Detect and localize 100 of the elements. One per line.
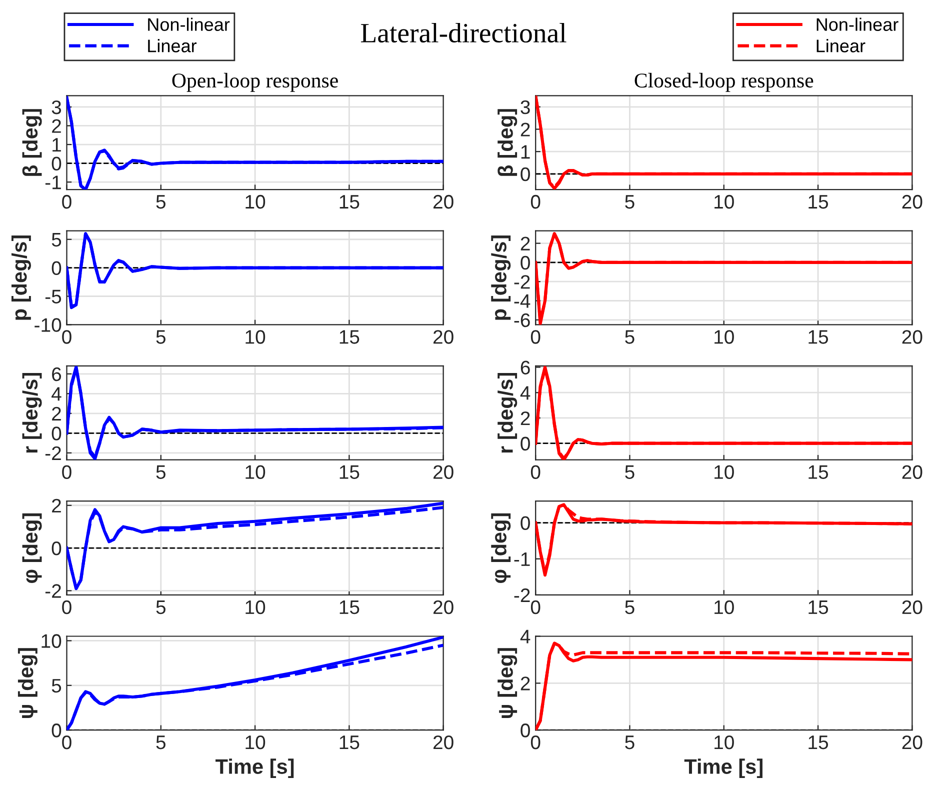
x-tick-label: 20 bbox=[902, 735, 922, 750]
x-tick-label: 20 bbox=[902, 194, 922, 209]
x-tick-label: 15 bbox=[808, 736, 828, 750]
x-tick-label: 0 bbox=[530, 735, 540, 750]
y-axis-title: r [deg/s] bbox=[498, 372, 518, 453]
y-tick-label: -2 bbox=[45, 446, 61, 460]
y-axis-title: p [deg/s] bbox=[491, 236, 511, 320]
y-tick-label: 1 bbox=[521, 145, 530, 159]
x-tick-label: 15 bbox=[808, 600, 828, 614]
x-tick-label: 0 bbox=[530, 465, 540, 479]
y-tick-label: 4 bbox=[520, 386, 530, 400]
y-tick-label: 0 bbox=[52, 426, 62, 440]
y-tick-label: 4 bbox=[520, 630, 530, 644]
y-tick-label: -2 bbox=[514, 588, 530, 602]
x-tick-label: 5 bbox=[625, 600, 634, 614]
chart-title: Open-loop response bbox=[172, 72, 338, 92]
x-axis-title: Time [s] bbox=[216, 758, 294, 778]
text: Lateral-directional bbox=[360, 23, 566, 43]
y-tick-label: 2 bbox=[52, 406, 61, 420]
y-tick-label: 6 bbox=[520, 360, 530, 374]
y-tick-label: 2 bbox=[52, 119, 61, 133]
x-tick-label: 10 bbox=[714, 600, 734, 614]
y-axis-title: φ [deg] bbox=[491, 513, 511, 584]
x-tick-label: 20 bbox=[902, 465, 922, 479]
x-tick-label: 15 bbox=[340, 600, 360, 614]
x-tick-label: 20 bbox=[433, 330, 454, 344]
x-tick-label: 5 bbox=[156, 465, 166, 479]
x-tick-label: 15 bbox=[340, 330, 360, 344]
y-tick-label: 6 bbox=[52, 367, 62, 382]
y-tick-label: 2 bbox=[520, 236, 530, 250]
y-tick-label: 2 bbox=[520, 411, 530, 426]
x-tick-label: 0 bbox=[530, 330, 540, 344]
x-tick-label: 20 bbox=[902, 600, 922, 614]
y-tick-label: 0 bbox=[520, 724, 530, 738]
y-axis-title: p [deg/s] bbox=[11, 236, 32, 320]
x-tick-label: 15 bbox=[808, 330, 828, 344]
x-tick-label: 20 bbox=[433, 465, 454, 479]
x-tick-label: 0 bbox=[530, 194, 540, 209]
y-tick-label: 2 bbox=[520, 122, 530, 136]
y-tick-label: 0 bbox=[520, 256, 530, 270]
x-tick-label: 0 bbox=[62, 465, 72, 479]
x-tick-label: 20 bbox=[433, 194, 454, 209]
y-tick-label: -6 bbox=[514, 313, 530, 328]
x-tick-label: 15 bbox=[340, 195, 360, 209]
legend-label: Linear bbox=[148, 39, 197, 52]
x-tick-label: 15 bbox=[808, 465, 828, 479]
y-tick-label: -10 bbox=[34, 318, 62, 332]
x-tick-label: 20 bbox=[902, 330, 922, 344]
y-tick-label: 0 bbox=[520, 167, 530, 182]
y-axis-title: ψ [deg] bbox=[18, 648, 38, 718]
y-tick-label: -2 bbox=[45, 584, 61, 598]
y-axis-title: r [deg/s] bbox=[22, 372, 42, 453]
y-tick-label: 0 bbox=[520, 516, 530, 530]
x-tick-label: 5 bbox=[625, 465, 634, 479]
y-tick-label: 3 bbox=[52, 100, 62, 114]
y-tick-label: -1 bbox=[45, 176, 61, 190]
x-tick-label: 5 bbox=[625, 195, 634, 209]
x-tick-label: 10 bbox=[714, 194, 734, 209]
x-tick-label: 10 bbox=[714, 330, 734, 344]
x-tick-label: 15 bbox=[808, 195, 828, 209]
y-tick-label: -1 bbox=[514, 552, 530, 566]
x-tick-label: 10 bbox=[714, 735, 734, 750]
y-tick-label: 0 bbox=[52, 542, 62, 556]
legend-label: Non-linear bbox=[816, 18, 898, 31]
x-tick-label: 10 bbox=[246, 735, 266, 750]
y-tick-label: 2 bbox=[520, 676, 530, 690]
x-tick-label: 20 bbox=[433, 600, 454, 614]
x-tick-label: 10 bbox=[246, 600, 266, 614]
y-tick-label: -5 bbox=[45, 290, 62, 304]
x-tick-label: 0 bbox=[62, 330, 72, 344]
y-axis-title: β [deg] bbox=[498, 109, 518, 176]
y-tick-label: -4 bbox=[514, 294, 530, 308]
x-tick-label: 10 bbox=[246, 330, 266, 344]
x-tick-label: 5 bbox=[156, 600, 166, 614]
x-tick-label: 5 bbox=[156, 736, 166, 750]
legend-label: Linear bbox=[816, 39, 866, 52]
x-tick-label: 10 bbox=[246, 465, 266, 479]
y-tick-label: 5 bbox=[52, 233, 62, 247]
x-tick-label: 5 bbox=[625, 736, 634, 750]
x-tick-label: 15 bbox=[340, 465, 360, 479]
y-tick-label: 0 bbox=[52, 724, 62, 738]
x-tick-label: 0 bbox=[62, 735, 72, 750]
y-tick-label: 5 bbox=[52, 679, 62, 693]
x-tick-label: 0 bbox=[62, 600, 72, 614]
legend-label: Non-linear bbox=[148, 18, 230, 31]
y-tick-label: 0 bbox=[52, 156, 62, 171]
x-tick-label: 5 bbox=[156, 195, 166, 209]
y-tick-label: 3 bbox=[520, 100, 530, 114]
chart-title: Closed-loop response bbox=[634, 72, 814, 92]
y-axis-title: ψ [deg] bbox=[498, 648, 518, 718]
x-tick-label: 20 bbox=[433, 735, 454, 750]
x-tick-label: 10 bbox=[246, 194, 266, 209]
y-axis-title: β [deg] bbox=[22, 109, 42, 176]
x-tick-label: 15 bbox=[340, 736, 360, 750]
y-tick-label: -2 bbox=[514, 275, 530, 289]
y-tick-label: 4 bbox=[52, 387, 62, 401]
x-tick-label: 0 bbox=[62, 194, 72, 209]
y-tick-label: 0 bbox=[520, 436, 530, 451]
y-axis-title: φ [deg] bbox=[22, 513, 42, 584]
x-tick-label: 5 bbox=[156, 330, 166, 344]
